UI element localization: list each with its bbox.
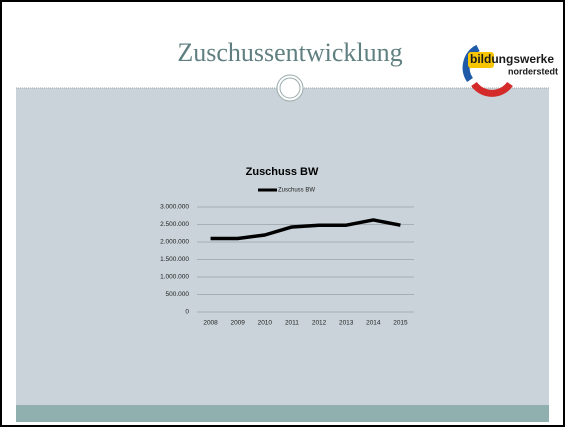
logo-name: bildungswerke xyxy=(470,52,554,66)
x-tick-label: 2008 xyxy=(203,320,218,327)
y-tick-label: 1.500.000 xyxy=(160,256,189,263)
slide-title: Zuschussentwicklung xyxy=(177,38,402,67)
y-tick-label: 0 xyxy=(185,309,189,316)
chart-title: Zuschuss BW xyxy=(246,166,319,178)
x-tick-label: 2009 xyxy=(230,320,245,327)
x-tick-label: 2011 xyxy=(285,320,299,327)
divider-ring-inner xyxy=(279,77,301,99)
y-tick-label: 2.000.000 xyxy=(160,239,189,246)
logo-place: norderstedt xyxy=(508,66,558,76)
footer-band xyxy=(16,405,549,422)
legend-label: Zuschuss BW xyxy=(278,188,315,194)
x-tick-label: 2014 xyxy=(366,320,381,327)
logo-arc-red xyxy=(471,81,513,97)
content-area xyxy=(16,88,549,405)
logo: bildungswerke norderstedt xyxy=(462,44,558,97)
logo-highlight xyxy=(468,52,494,68)
y-tick-label: 3.000.000 xyxy=(160,204,189,211)
y-tick-label: 2.500.000 xyxy=(160,221,189,228)
y-tick-label: 500.000 xyxy=(166,291,190,298)
x-tick-label: 2015 xyxy=(393,320,408,327)
x-tick-label: 2012 xyxy=(312,320,327,327)
y-tick-label: 1.000.000 xyxy=(160,274,189,281)
line-series xyxy=(210,218,401,241)
x-tick-label: 2010 xyxy=(258,320,273,327)
logo-arc-blue xyxy=(462,44,480,82)
x-tick-label: 2013 xyxy=(339,320,354,327)
